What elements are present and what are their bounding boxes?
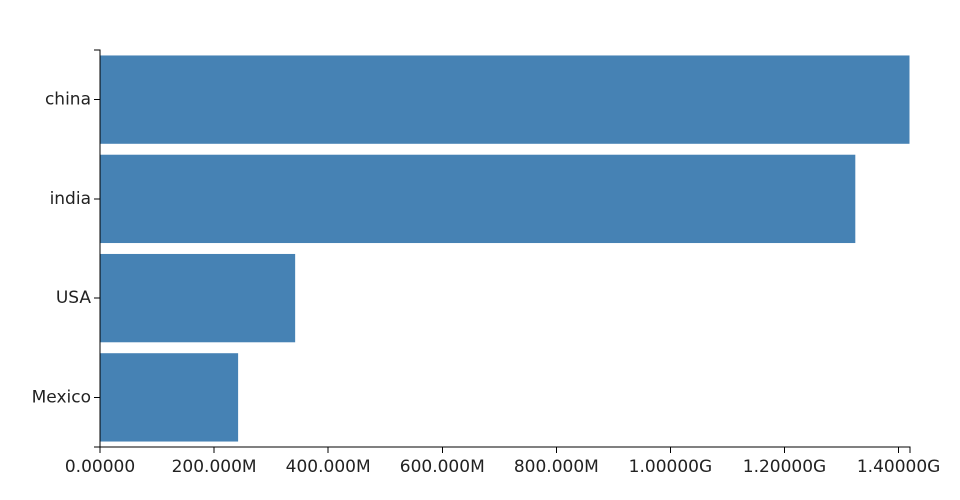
x-tick-label: 1.40000G [857, 457, 940, 477]
x-axis: 0.00000 200.000M 400.000M 600.000M 800.000M 1… [65, 446, 940, 477]
bar-mexico [99, 352, 240, 443]
x-tick-label: 400.000M [286, 457, 371, 477]
bars-group [99, 54, 911, 443]
x-tick-label: 200.000M [172, 457, 257, 477]
x-tick-label: 1.00000G [629, 457, 712, 477]
bar-china [99, 54, 911, 145]
y-axis-line [94, 49, 101, 448]
x-tick-label: 1.20000G [743, 457, 826, 477]
y-tick-label: USA [56, 288, 92, 308]
y-axis: china india USA Mexico [32, 49, 101, 448]
y-tick-label: india [50, 189, 91, 209]
x-axis-line [99, 446, 911, 453]
y-tick-label: Mexico [32, 387, 91, 407]
y-tick-label: china [45, 90, 91, 110]
bar-india [99, 153, 857, 245]
x-tick-label: 600.000M [400, 457, 485, 477]
x-tick-label: 0.00000 [65, 457, 135, 477]
bar-usa [99, 252, 297, 344]
x-tick-label: 800.000M [514, 457, 599, 477]
